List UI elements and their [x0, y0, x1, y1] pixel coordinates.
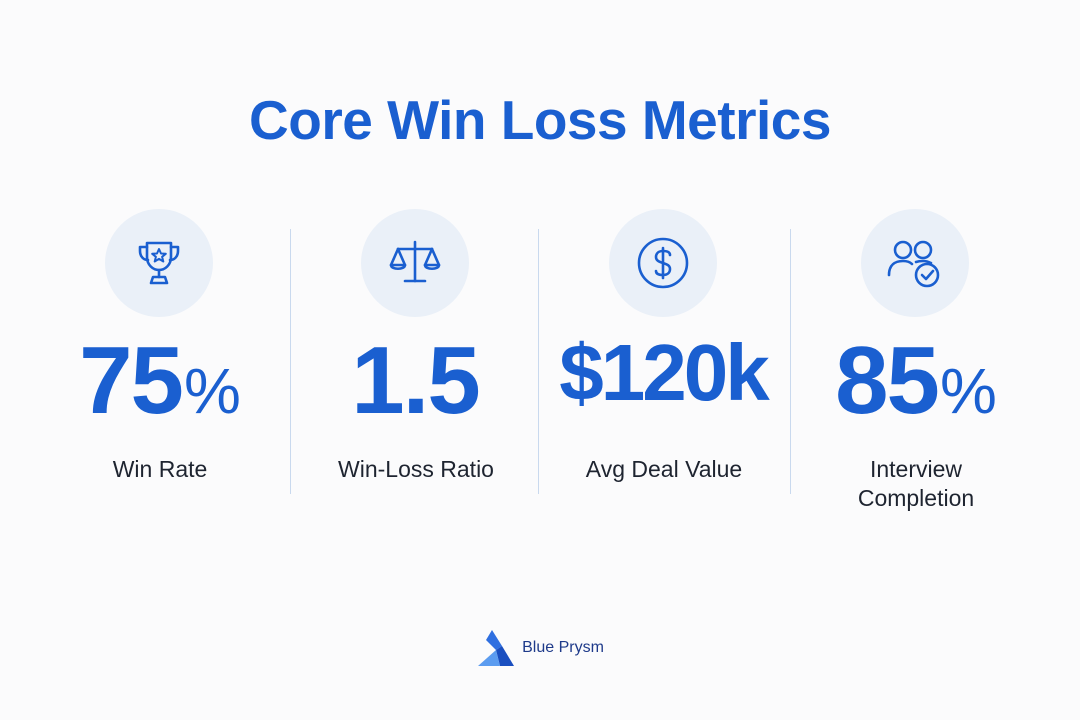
metric-unit: %: [939, 355, 997, 427]
metric-card-win-rate: 75% Win Rate: [35, 205, 285, 525]
metric-card-win-loss-ratio: 1.5 Win-Loss Ratio: [291, 205, 541, 525]
icon-circle: [609, 209, 717, 317]
metric-label: Win-Loss Ratio: [338, 456, 494, 482]
metrics-row: 75% Win Rate 1.5 Win-Loss Ratio: [35, 205, 1045, 525]
page-title: Core Win Loss Metrics: [249, 89, 831, 151]
metric-unit: %: [183, 355, 241, 427]
metric-label-line1: Interview: [869, 456, 963, 482]
trophy-icon: [138, 241, 180, 285]
brand-logo: Blue Prysm: [0, 628, 1080, 668]
metric-number: 1.5: [351, 327, 480, 434]
metric-card-interview-completion: 85% Interview Completion: [791, 205, 1041, 525]
metric-label: Avg Deal Value: [585, 456, 743, 482]
scale-icon: [389, 240, 441, 283]
metric-number: 75: [79, 327, 184, 434]
divider: [538, 229, 539, 494]
icon-circle: [105, 209, 213, 317]
metric-number: $120k: [559, 328, 769, 417]
divider: [290, 229, 291, 494]
prism-logo-icon: [478, 630, 515, 666]
metric-value: 85%: [791, 333, 1041, 429]
metric-label: Win Rate: [112, 456, 208, 482]
metric-label-line2: Completion: [857, 485, 975, 511]
metric-value: $120k: [539, 333, 789, 415]
metric-value: 75%: [35, 333, 285, 429]
metric-label: Interview Completion: [791, 455, 1041, 513]
users-check-icon: [887, 240, 940, 288]
metric-card-avg-deal-value: $120k Avg Deal Value: [539, 205, 789, 525]
metric-number: 85: [835, 327, 940, 434]
icon-circle: [361, 209, 469, 317]
metric-value: 1.5: [291, 333, 541, 429]
dollar-icon: [637, 237, 689, 289]
brand-name: Blue Prysm: [522, 639, 604, 656]
divider: [790, 229, 791, 494]
icon-circle: [861, 209, 969, 317]
